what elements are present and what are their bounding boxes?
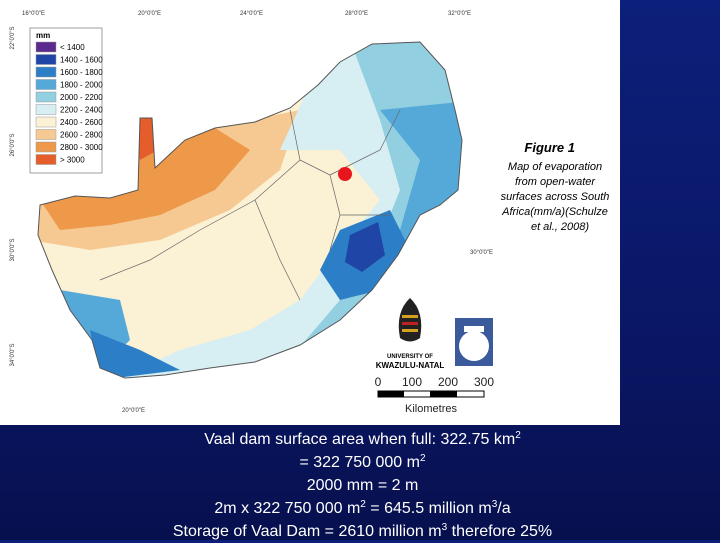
superscript: 3 xyxy=(441,522,448,533)
latitude-label: 26°0'0"S xyxy=(10,133,16,156)
text-segment: = 645.5 million m xyxy=(365,500,492,517)
text-line: 2m x 322 750 000 m2 = 645.5 million m3/a xyxy=(0,497,720,520)
legend-swatch xyxy=(35,54,57,65)
scale-tick-label: 300 xyxy=(474,375,494,389)
superscript: 2 xyxy=(360,499,366,510)
legend-swatch xyxy=(35,66,57,78)
text-segment: therefore 25% xyxy=(447,523,553,540)
legend-label: 2800 - 3000 xyxy=(60,143,103,152)
legend-label: > 3000 xyxy=(60,156,85,165)
coordinates: 16°0'0"E 20°0'0"E 24°0'0"E 28°0'0"E 32°0'0"E… xyxy=(10,11,493,414)
legend-swatch xyxy=(35,129,57,140)
longitude-label: 16°0'0"E xyxy=(22,11,45,17)
scale-tick-label: 0 xyxy=(375,375,382,389)
legend-label: 2000 - 2200 xyxy=(60,93,103,102)
map-figure: mm < 1400 1400 - 1600 1600 - 1800 1800 - 200… xyxy=(10,11,610,415)
longitude-label: 30°0'0"E xyxy=(470,250,493,256)
latitude-label: 34°0'0"S xyxy=(10,343,16,366)
text-segment: 2m x 322 750 000 m xyxy=(214,500,361,517)
text-segment: /a xyxy=(497,500,511,517)
text-line: 2000 mm = 2 m xyxy=(0,474,720,497)
legend: mm < 1400 1400 - 1600 1600 - 1800 1800 - 200… xyxy=(35,31,103,165)
longitude-label: 28°0'0"E xyxy=(345,11,368,17)
text-line: = 322 750 000 m2 xyxy=(0,451,720,474)
text-segment: Vaal dam surface area when full: 322.75 … xyxy=(204,431,516,448)
scale-tick-label: 200 xyxy=(438,375,458,389)
longitude-label: 32°0'0"E xyxy=(448,11,471,17)
legend-title: mm xyxy=(36,31,50,40)
vaal-dam-marker xyxy=(338,167,352,181)
legend-swatch xyxy=(35,79,57,90)
text-segment: = 322 750 000 m xyxy=(299,454,420,471)
province-borders xyxy=(99,109,401,301)
legend-label: 1800 - 2000 xyxy=(60,81,103,90)
superscript: 2 xyxy=(419,453,426,464)
legend-label: 2600 - 2800 xyxy=(60,131,103,140)
scale-unit: Kilometres xyxy=(405,403,457,415)
caption-line: Africa(mm/a)(Schulze xyxy=(501,206,608,218)
legend-label: 2400 - 2600 xyxy=(60,118,103,127)
text-segment: 2000 mm = 2 m xyxy=(306,477,419,494)
legend-swatch xyxy=(35,116,57,128)
scale-tick-label: 100 xyxy=(402,375,422,389)
legend-label: 1400 - 1600 xyxy=(60,56,103,65)
text-block: Vaal dam surface area when full: 322.75 … xyxy=(0,428,720,543)
scale-bar: 0 100 200 300 Kilometres xyxy=(375,375,495,415)
longitude-label: 24°0'0"E xyxy=(240,11,263,17)
university-line: KWAZULU-NATAL xyxy=(376,361,445,370)
caption: Figure 1 Map of evaporation from open-wate… xyxy=(501,140,610,233)
university-logo xyxy=(398,298,493,366)
latitude-label: 30°0'0"S xyxy=(10,238,16,261)
legend-swatch xyxy=(35,104,57,115)
caption-title: Figure 1 xyxy=(524,140,575,155)
caption-line: Map of evaporation xyxy=(508,161,602,173)
legend-swatch xyxy=(35,41,57,53)
text-line: Vaal dam surface area when full: 322.75 … xyxy=(0,428,720,451)
superscript: 2 xyxy=(515,430,521,441)
caption-line: from open-water xyxy=(515,176,596,188)
legend-swatch xyxy=(35,141,57,153)
longitude-label: 20°0'0"E xyxy=(138,11,161,17)
country-outline xyxy=(37,41,463,379)
longitude-label: 20°0'0"E xyxy=(122,408,145,414)
legend-label: 2200 - 2400 xyxy=(60,106,103,115)
caption-line: surfaces across South xyxy=(501,191,610,203)
university-line: UNIVERSITY OF xyxy=(387,354,433,360)
caption-line: et al., 2008) xyxy=(531,221,589,233)
latitude-label: 22°0'0"S xyxy=(10,26,16,49)
legend-swatch xyxy=(35,154,57,165)
legend-label: 1600 - 1800 xyxy=(60,68,103,77)
legend-label: < 1400 xyxy=(60,43,85,52)
text-line: Storage of Vaal Dam = 2610 million m3 th… xyxy=(0,520,720,543)
text-segment: Storage of Vaal Dam = 2610 million m xyxy=(172,523,442,540)
superscript: 3 xyxy=(491,499,498,510)
legend-swatch xyxy=(35,91,57,103)
